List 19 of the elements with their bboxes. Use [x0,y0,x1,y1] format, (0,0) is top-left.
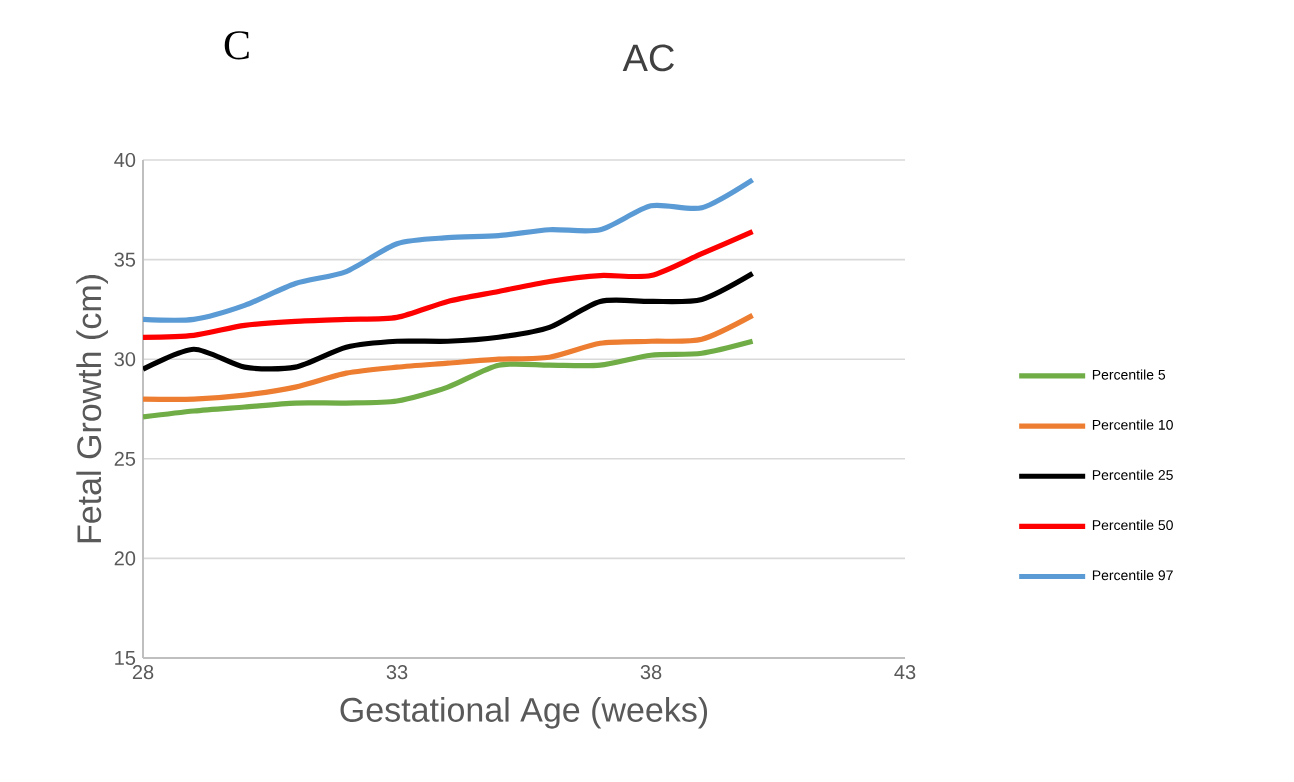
legend-label: Percentile 50 [1092,519,1173,531]
y-tick-label: 20 [114,551,136,566]
x-tick-label: 33 [386,665,408,680]
chart-title: AC [622,44,674,72]
legend-label: Percentile 10 [1092,419,1173,430]
y-tick-label: 40 [114,152,136,168]
legend-label: Percentile 97 [1092,569,1173,581]
x-tick-label: 28 [132,665,154,680]
y-tick-label: 15 [115,651,136,665]
y-tick-label: 25 [114,451,136,466]
y-axis-title: Fetal Growth (cm) [76,275,108,543]
x-axis-title: Gestational Age (weeks) [340,696,708,729]
y-tick-label: 30 [114,352,136,367]
y-tick-label: 35 [114,252,136,267]
x-tick-label: 38 [640,665,662,680]
legend-label: Percentile 5 [1092,369,1166,380]
x-tick-label: 43 [894,665,916,680]
legend-label: Percentile 25 [1092,469,1173,480]
text: C [224,31,249,60]
